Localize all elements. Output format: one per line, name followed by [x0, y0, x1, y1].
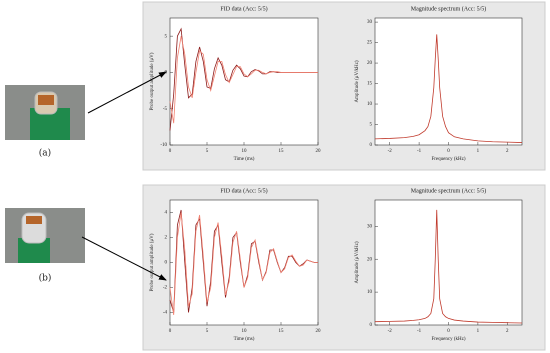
- x-tick-label: 0: [447, 149, 450, 154]
- x-tick-label: 10: [242, 149, 248, 154]
- y-tick-label: -10: [160, 143, 167, 148]
- data-line: [169, 36, 318, 124]
- data-line: [169, 212, 318, 316]
- y-tick-label: 20: [367, 257, 373, 262]
- x-axis-label: Frequency (kHz): [431, 337, 465, 342]
- data-line: [374, 34, 523, 143]
- plot-area: [169, 17, 319, 146]
- x-tick-label: 15: [279, 329, 285, 334]
- x-tick-label: 1: [477, 149, 480, 154]
- x-tick-label: 1: [477, 329, 480, 334]
- y-axis-label: Amplitude (μV/kHz): [355, 60, 360, 102]
- y-tick-label: 5: [370, 123, 373, 128]
- plot-area: [374, 199, 523, 326]
- y-tick-label: -2: [163, 286, 168, 291]
- y-tick-label: 10: [367, 102, 373, 107]
- y-tick-label: -5: [163, 107, 168, 112]
- chart-title: Magnitude spectrum (Acc: 5/5): [411, 5, 486, 12]
- plot-area: [374, 17, 523, 146]
- y-tick-label: 0: [165, 71, 168, 76]
- y-tick-label: 20: [367, 61, 373, 66]
- arrow: [81, 236, 167, 281]
- y-tick-label: 15: [367, 82, 373, 87]
- y-axis-label: Probe output amplitude (μV): [150, 52, 155, 110]
- x-tick-label: 10: [242, 329, 248, 334]
- y-axis-label: Amplitude (μV/kHz): [355, 241, 360, 283]
- x-tick-label: -2: [388, 149, 393, 154]
- x-tick-label: 2: [506, 329, 509, 334]
- data-line: [374, 209, 523, 324]
- y-tick-label: 2: [165, 236, 168, 241]
- panel-label: (b): [39, 273, 52, 284]
- x-tick-label: 20: [316, 149, 322, 154]
- y-tick-label: 25: [367, 41, 373, 46]
- x-tick-label: -2: [388, 329, 393, 334]
- x-tick-label: -1: [417, 149, 422, 154]
- x-tick-label: 0: [169, 149, 172, 154]
- x-tick-label: 20: [316, 329, 322, 334]
- plot-area: [169, 199, 319, 326]
- x-tick-label: 5: [206, 149, 209, 154]
- y-tick-label: 4: [165, 211, 168, 216]
- photo: [5, 208, 85, 263]
- y-tick-label: -4: [163, 311, 168, 316]
- photo: [5, 85, 85, 140]
- x-tick-label: 0: [447, 329, 450, 334]
- chart-title: Magnitude spectrum (Acc: 5/5): [411, 187, 486, 194]
- x-tick-label: 0: [169, 329, 172, 334]
- y-tick-label: 0: [370, 143, 373, 148]
- x-tick-label: -1: [417, 329, 422, 334]
- y-tick-label: 0: [370, 323, 373, 328]
- x-tick-label: 15: [279, 149, 285, 154]
- x-tick-label: 2: [506, 149, 509, 154]
- x-axis-label: Frequency (kHz): [431, 157, 465, 162]
- arrow: [87, 71, 167, 114]
- y-tick-label: 30: [367, 224, 373, 229]
- y-tick-label: 0: [165, 261, 168, 266]
- y-tick-label: 30: [367, 20, 373, 25]
- panel-label: (a): [39, 148, 51, 159]
- x-tick-label: 5: [206, 329, 209, 334]
- y-tick-label: 5: [165, 34, 168, 39]
- y-tick-label: 10: [367, 290, 373, 295]
- chart-title: FID data (Acc: 5/5): [220, 5, 267, 12]
- x-axis-label: Time (ms): [234, 337, 255, 342]
- y-axis-label: Probe output amplitude (μV): [150, 233, 155, 291]
- chart-title: FID data (Acc: 5/5): [220, 187, 267, 194]
- x-axis-label: Time (ms): [234, 157, 255, 162]
